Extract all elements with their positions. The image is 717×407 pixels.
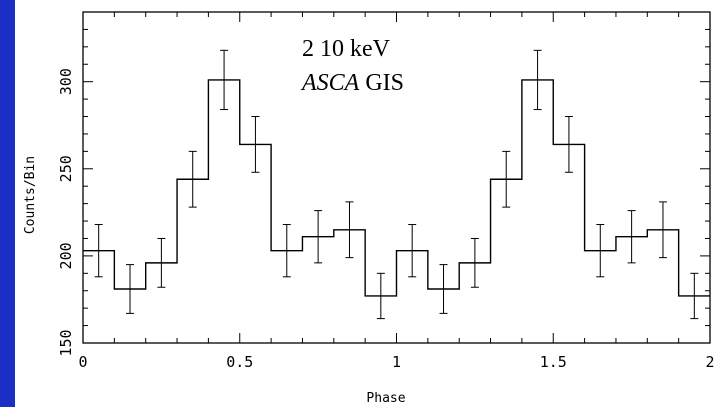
y-tick-label: 250 (57, 155, 75, 182)
histogram-step-line (83, 79, 710, 297)
tick-labels: 0 0.5 1 1.5 2 150 200 250 300 (57, 68, 715, 371)
x-tick-label: 0 (78, 353, 87, 371)
y-axis-title: Counts/Bin (23, 156, 38, 234)
chart-panel: 0 0.5 1 1.5 2 150 200 250 300 Counts/Bin Phase 2… (15, 0, 717, 407)
series (83, 49, 710, 320)
x-tick-label: 0.5 (226, 353, 253, 371)
instrument-name: ASCA (300, 70, 360, 96)
light-curve-chart: 0 0.5 1 1.5 2 150 200 250 300 Counts/Bin Phase 2… (23, 11, 715, 406)
ticks (82, 11, 711, 344)
y-tick-label: 200 (57, 242, 75, 269)
x-tick-label: 1 (392, 353, 401, 371)
energy-band-label: 2 10 keV (302, 36, 391, 62)
instrument-label: ASCA GIS (300, 70, 404, 96)
x-tick-label: 2 (705, 353, 714, 371)
x-tick-label: 1.5 (540, 353, 567, 371)
y-tick-label: 150 (57, 329, 75, 356)
y-tick-label: 300 (57, 68, 75, 95)
x-axis-title: Phase (366, 391, 405, 406)
instrument-detector: GIS (359, 70, 404, 96)
